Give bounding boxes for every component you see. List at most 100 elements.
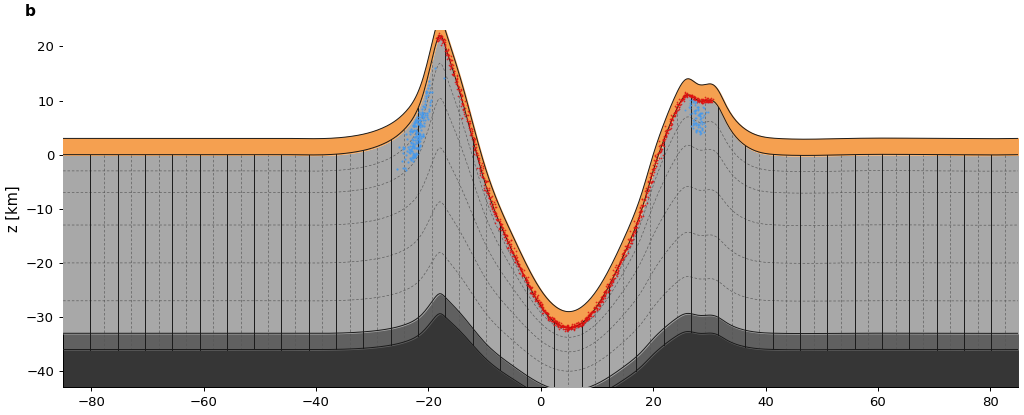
Point <box>625 232 641 239</box>
Point <box>459 117 475 124</box>
Point <box>705 95 721 102</box>
Point <box>684 110 700 116</box>
Point <box>685 97 701 104</box>
Point <box>528 298 545 305</box>
Point <box>604 267 621 273</box>
Point <box>470 155 486 162</box>
Point <box>505 248 521 255</box>
Point <box>476 181 493 188</box>
Point <box>406 127 422 134</box>
Point <box>410 117 426 124</box>
Point <box>593 295 609 302</box>
Point <box>652 148 669 155</box>
Point <box>650 142 667 149</box>
Point <box>666 110 682 116</box>
Point <box>459 117 475 124</box>
Point <box>417 112 433 118</box>
Point <box>655 142 672 149</box>
Point <box>449 74 465 81</box>
Point <box>663 115 679 122</box>
Point <box>692 98 709 104</box>
Point <box>682 92 698 98</box>
Point <box>407 153 423 160</box>
Point <box>663 116 679 122</box>
Point <box>645 166 662 173</box>
Point <box>625 236 641 243</box>
Point <box>635 212 651 219</box>
Point <box>663 111 679 118</box>
Point <box>626 228 642 235</box>
Point <box>417 117 433 123</box>
Point <box>520 282 537 289</box>
Point <box>461 120 477 126</box>
Point <box>513 265 529 272</box>
Point <box>494 223 510 230</box>
Point <box>642 184 658 190</box>
Point <box>503 241 519 247</box>
Point <box>449 76 465 83</box>
Point <box>621 236 637 242</box>
Point <box>701 96 718 103</box>
Point <box>485 209 502 216</box>
Point <box>525 293 542 300</box>
Point <box>631 216 647 223</box>
Point <box>631 212 647 219</box>
Point <box>583 308 599 315</box>
Point <box>685 99 701 105</box>
Point <box>678 93 694 99</box>
Point <box>664 116 680 122</box>
Point <box>696 105 713 112</box>
Point <box>469 154 485 161</box>
Point <box>634 195 650 202</box>
Point <box>449 73 465 79</box>
Point <box>693 121 710 127</box>
Point <box>689 97 706 103</box>
Point <box>692 117 709 124</box>
Point <box>595 291 611 298</box>
Point <box>532 300 549 307</box>
Point <box>681 100 697 107</box>
Point <box>469 155 485 162</box>
Point <box>457 104 473 111</box>
Point <box>559 325 575 331</box>
Point <box>678 92 694 98</box>
Point <box>444 62 461 68</box>
Point <box>597 293 613 300</box>
Point <box>669 107 685 113</box>
Point <box>685 96 701 103</box>
Point <box>632 209 648 216</box>
Point <box>539 310 555 317</box>
Point <box>409 117 425 124</box>
Point <box>627 228 643 234</box>
Point <box>463 129 479 136</box>
Point <box>635 201 651 208</box>
Point <box>501 238 517 245</box>
Point <box>668 103 684 109</box>
Point <box>414 109 430 116</box>
Point <box>567 323 584 330</box>
Point <box>591 301 607 308</box>
Point <box>518 276 535 282</box>
Point <box>603 278 620 285</box>
Point <box>497 226 513 233</box>
Point <box>422 96 438 103</box>
Point <box>598 290 614 296</box>
Point <box>622 242 638 249</box>
Point <box>429 37 445 43</box>
Point <box>687 94 703 100</box>
Point <box>486 201 503 208</box>
Point <box>489 216 506 222</box>
Point <box>624 237 640 243</box>
Point <box>532 302 549 309</box>
Point <box>570 323 587 330</box>
Point <box>406 122 422 129</box>
Point <box>480 189 497 196</box>
Point <box>702 95 719 101</box>
Point <box>413 132 429 139</box>
Point <box>538 309 554 316</box>
Point <box>682 111 698 117</box>
Point <box>564 323 581 330</box>
Point <box>554 326 570 333</box>
Point <box>657 129 674 136</box>
Point <box>573 317 590 323</box>
